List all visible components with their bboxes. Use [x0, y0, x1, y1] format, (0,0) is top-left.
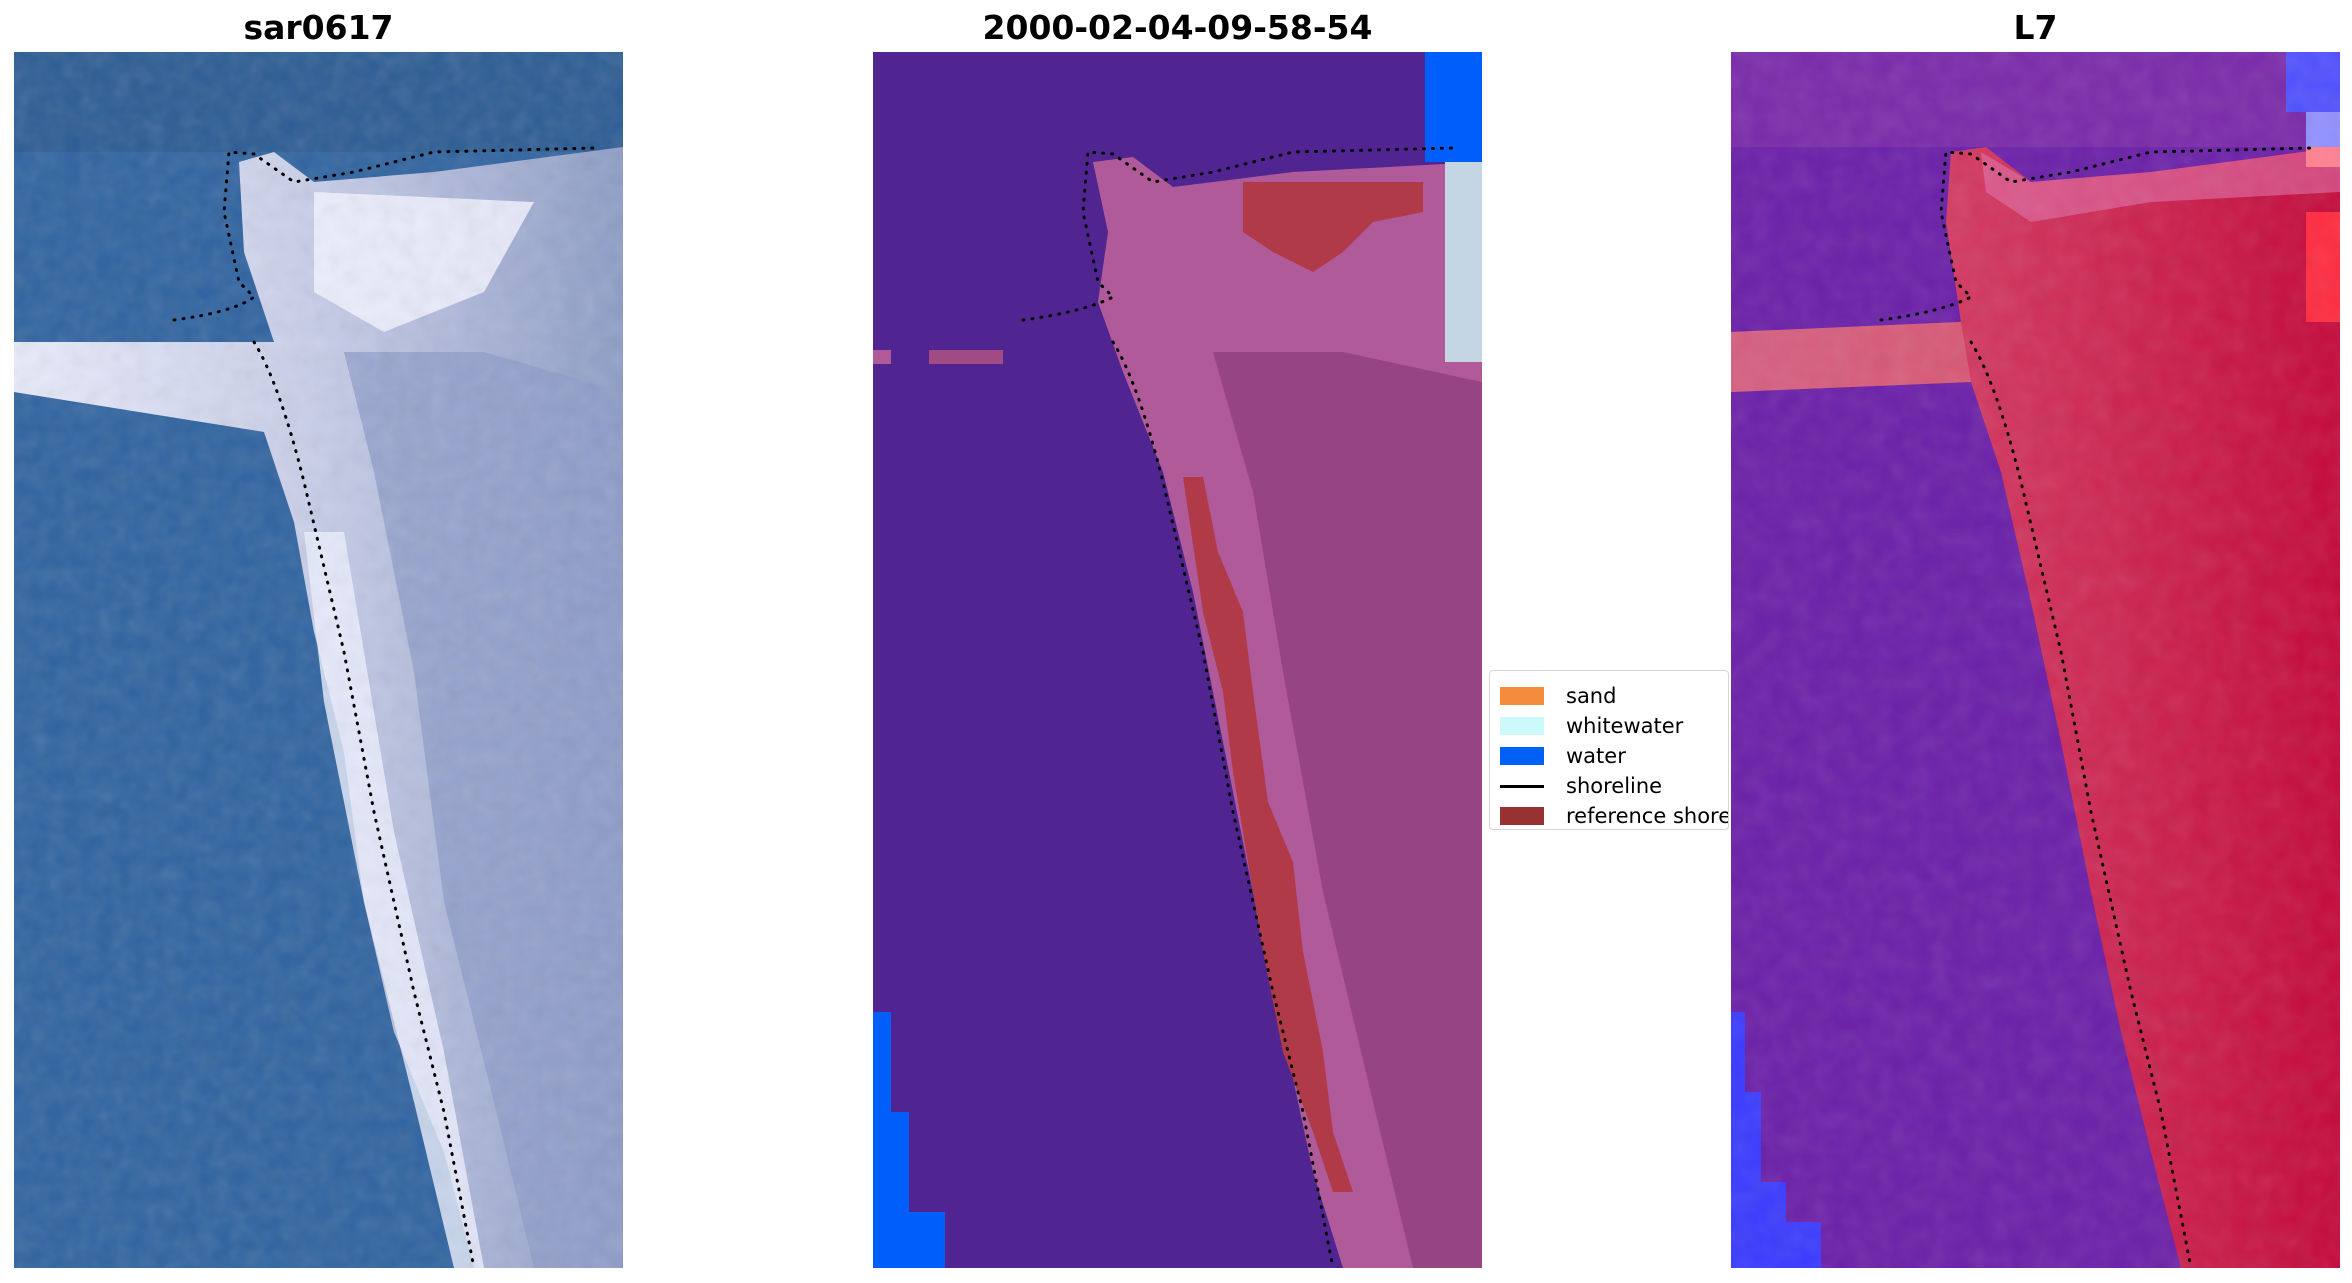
shoreline-dots: [1021, 146, 1455, 1268]
legend-line-shoreline: [1500, 785, 1544, 788]
shoreline-dots: [1879, 146, 2313, 1268]
panel-title-classified: 2000-02-04-09-58-54: [982, 8, 1373, 47]
legend-swatch-water: [1500, 747, 1544, 765]
panel-title-rgb: sar0617: [243, 8, 394, 47]
legend-swatch-reference-shoreline: [1500, 807, 1544, 825]
false-color-image-panel: [1731, 52, 2340, 1268]
whitewater-patch: [1445, 162, 1482, 362]
legend-item-reference-shoreline: reference shoreline: [1500, 801, 1728, 829]
rgb-image: [14, 52, 623, 1268]
legend-item-whitewater: whitewater: [1500, 711, 1728, 741]
legend-label-reference-shoreline: reference shoreline: [1566, 804, 1728, 828]
false-color-image: [1731, 52, 2340, 1268]
legend-label-whitewater: whitewater: [1566, 714, 1684, 738]
rgb-image-panel: [14, 52, 623, 1268]
shoreline-dots: [172, 146, 596, 1268]
legend-label-sand: sand: [1566, 684, 1617, 708]
water-patch-top: [1425, 52, 1482, 162]
legend: sand whitewater water shoreline referenc…: [1489, 670, 1729, 830]
classified-image: [873, 52, 1482, 1268]
reference-spit: [1183, 477, 1353, 1192]
legend-label-water: water: [1566, 744, 1626, 768]
reference-top: [1243, 182, 1423, 272]
legend-item-shoreline: shoreline: [1500, 771, 1728, 801]
panel-title-false-color: L7: [2013, 8, 2058, 47]
water-patch-bottom: [873, 1012, 945, 1268]
legend-item-water: water: [1500, 741, 1728, 771]
legend-swatch-sand: [1500, 687, 1544, 705]
legend-label-shoreline: shoreline: [1566, 774, 1663, 798]
legend-item-sand: sand: [1500, 681, 1728, 711]
legend-swatch-whitewater: [1500, 717, 1544, 735]
classified-image-panel: [873, 52, 1482, 1268]
